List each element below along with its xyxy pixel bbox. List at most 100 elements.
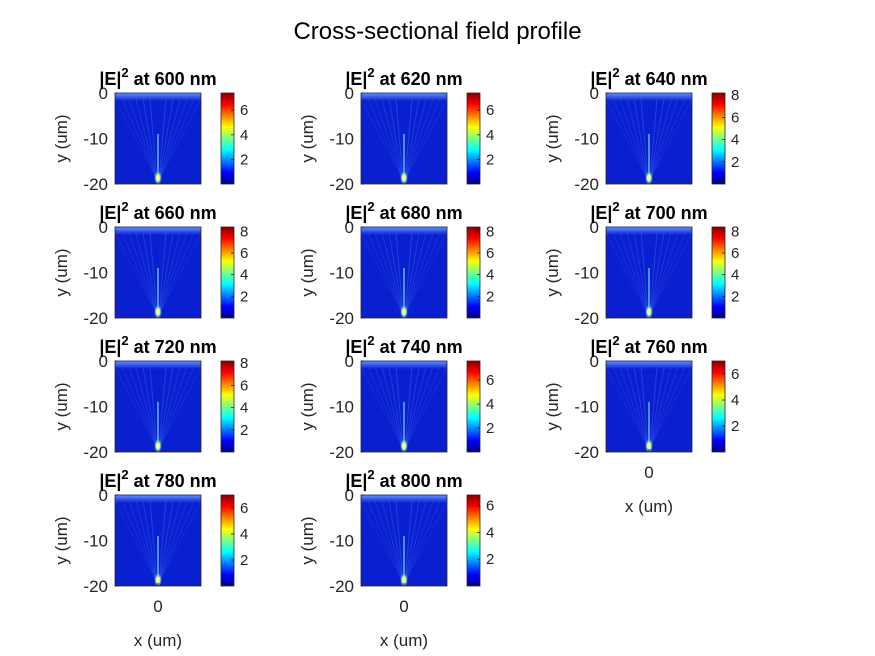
heatmap-fringe <box>633 366 649 449</box>
heatmap-hotspot <box>154 573 162 587</box>
heatmap-fringe <box>404 366 427 449</box>
heatmap-hotspot <box>645 171 653 185</box>
subplot-panel-660: 0 -10 -20 y (um) |E|2 at 660 nm 2 4 6 8 <box>52 199 248 328</box>
colorbar-tick-label: 6 <box>240 500 248 517</box>
y-tick-label: -10 <box>329 264 354 283</box>
heatmap-fringe <box>388 98 404 181</box>
heatmap-fringe <box>649 232 672 315</box>
heatmap-fringe <box>121 232 158 315</box>
colorbar-tick-label: 4 <box>240 267 248 284</box>
y-tick-label: -20 <box>83 309 108 328</box>
heatmap-fringe <box>404 232 420 315</box>
x-tick-label: 0 <box>153 597 162 616</box>
colorbar-tick-label: 4 <box>731 392 739 409</box>
heatmap-hotspot <box>645 439 653 453</box>
heatmap-hotspot <box>154 305 162 319</box>
heatmap-fringe <box>649 98 658 181</box>
heatmap-fringe <box>649 366 686 449</box>
y-axis-label: y (um) <box>543 382 562 430</box>
colorbar <box>712 93 725 184</box>
y-tick-label: 0 <box>345 486 354 505</box>
y-tick-label: -10 <box>83 130 108 149</box>
heatmap-fringe <box>360 500 404 583</box>
heatmap-fringe <box>640 98 649 181</box>
y-axis-label: y (um) <box>298 248 317 296</box>
heatmap-fringe <box>367 500 404 583</box>
heatmap-fringe <box>395 98 404 181</box>
colorbar-tick-label: 6 <box>240 377 248 394</box>
colorbar-frame <box>466 360 481 453</box>
y-axis-label: y (um) <box>52 114 71 162</box>
colorbar <box>467 93 480 184</box>
colorbar <box>221 495 234 586</box>
subplot-title: |E|2 at 700 nm <box>590 199 707 223</box>
colorbar <box>467 495 480 586</box>
y-tick-label: 0 <box>590 218 599 237</box>
colorbar-tick-label: 4 <box>240 127 248 144</box>
colorbar-frame <box>711 226 726 319</box>
heatmap-fringe <box>158 366 167 449</box>
heatmap-fringe <box>158 98 202 181</box>
heatmap-fringe <box>649 366 693 449</box>
y-tick-label: -10 <box>329 130 354 149</box>
y-axis-label: y (um) <box>298 382 317 430</box>
heatmap-fringe <box>367 366 404 449</box>
heatmap-fringe <box>158 366 195 449</box>
heatmap-fringe <box>649 98 672 181</box>
colorbar-tick-label: 4 <box>731 267 739 284</box>
heatmap-fringe <box>404 232 441 315</box>
y-tick-label: -20 <box>83 443 108 462</box>
heatmap-fringe <box>158 98 181 181</box>
colorbar-tick-label: 2 <box>240 151 248 168</box>
y-tick-label: -20 <box>574 175 599 194</box>
heatmap-fringe <box>640 232 649 315</box>
colorbar <box>221 93 234 184</box>
colorbar-tick-label: 6 <box>486 372 494 389</box>
colorbar-tick-label: 2 <box>731 418 739 435</box>
heatmap-fringe <box>388 500 404 583</box>
colorbar-tick-label: 6 <box>240 245 248 262</box>
heatmap-surface-band <box>115 361 201 369</box>
heatmap-fringe <box>381 366 404 449</box>
heatmap-fringe <box>649 366 658 449</box>
subplot-title: |E|2 at 660 nm <box>99 199 216 223</box>
subplot-panel-680: 0 -10 -20 y (um) |E|2 at 680 nm 2 4 6 8 <box>298 199 494 328</box>
colorbar-tick-label: 6 <box>731 366 739 383</box>
subplot-panel-600: 0 -10 -20 y (um) |E|2 at 600 nm 2 4 6 <box>52 65 248 194</box>
heatmap-fringe <box>158 500 167 583</box>
heatmap-fringe <box>404 366 434 449</box>
heatmap-fringe <box>158 232 188 315</box>
y-tick-label: -20 <box>83 577 108 596</box>
subplot-panel-640: 0 -10 -20 y (um) |E|2 at 640 nm 2 4 6 8 <box>543 65 739 194</box>
heatmap-fringe <box>158 98 195 181</box>
heatmap-fringe <box>649 366 672 449</box>
colorbar-tick-label: 4 <box>486 524 494 541</box>
heatmap-hotspot <box>400 573 408 587</box>
heatmap-fringe <box>404 500 420 583</box>
heatmap-surface-band <box>361 93 447 101</box>
y-tick-label: 0 <box>345 84 354 103</box>
y-axis-label: y (um) <box>298 114 317 162</box>
heatmap-fringe <box>404 500 448 583</box>
heatmap-fringe <box>649 232 658 315</box>
heatmap-fringe <box>135 500 158 583</box>
y-tick-label: -20 <box>574 443 599 462</box>
heatmap-hotspot <box>400 305 408 319</box>
heatmap-fringe <box>619 232 649 315</box>
heatmap-fringe <box>149 366 158 449</box>
heatmap-surface-band <box>361 495 447 503</box>
y-tick-label: -10 <box>574 130 599 149</box>
heatmap-fringe <box>649 366 665 449</box>
heatmap-fringe <box>114 366 158 449</box>
colorbar-tick-label: 4 <box>240 526 248 543</box>
colorbar-tick-label: 8 <box>240 223 248 240</box>
y-tick-label: -20 <box>329 577 354 596</box>
colorbar-tick-label: 4 <box>486 267 494 284</box>
heatmap-fringe <box>605 366 649 449</box>
heatmap-hotspot <box>645 305 653 319</box>
heatmap-fringe <box>612 232 649 315</box>
subplot-panel-800: 0 -10 -20 y (um) 0 x (um) |E|2 at 800 nm 2 4 6 <box>298 467 494 650</box>
figure-title: Cross-sectional field profile <box>293 18 582 45</box>
y-tick-label: -10 <box>329 532 354 551</box>
y-axis-label: y (um) <box>52 248 71 296</box>
